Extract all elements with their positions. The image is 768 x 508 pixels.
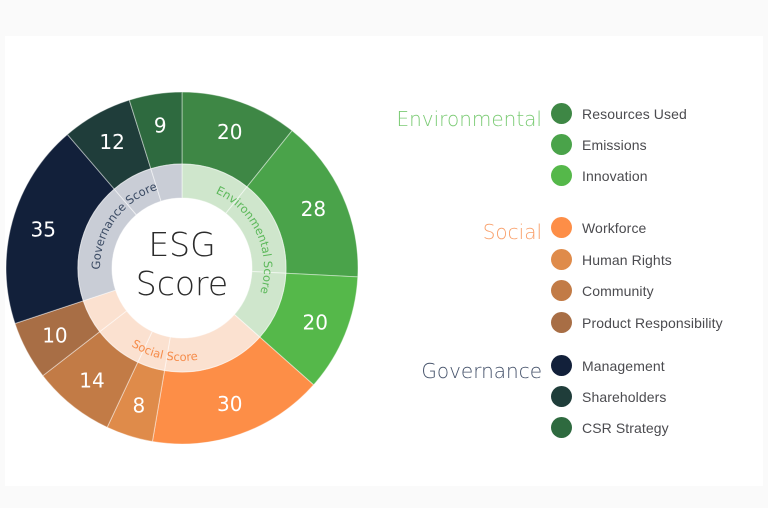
legend-label: Emissions bbox=[582, 136, 647, 153]
legend-item-resources-used[interactable]: Resources Used bbox=[551, 103, 687, 124]
legend-item-shareholders[interactable]: Shareholders bbox=[551, 386, 666, 407]
legend-label: Resources Used bbox=[582, 105, 687, 122]
legend-dot-management bbox=[551, 355, 572, 376]
legend-label: Innovation bbox=[582, 167, 648, 184]
segment-value-label: 35 bbox=[30, 218, 55, 242]
segment-value-label: 14 bbox=[79, 368, 104, 392]
legend-label: Shareholders bbox=[582, 388, 667, 405]
legend-item-csr-strategy[interactable]: CSR Strategy bbox=[551, 417, 669, 438]
legend-item-human-rights[interactable]: Human Rights bbox=[551, 249, 672, 270]
legend-label: Community bbox=[582, 282, 654, 299]
center-title-line2: Score bbox=[136, 264, 228, 303]
segment-value-label: 8 bbox=[133, 393, 146, 417]
legend-dot-csr-strategy bbox=[551, 417, 572, 438]
segment-value-label: 28 bbox=[301, 197, 326, 221]
segment-value-label: 30 bbox=[217, 392, 242, 416]
legend-dot-innovation bbox=[551, 165, 572, 186]
segment-value-label: 9 bbox=[154, 114, 167, 138]
segment-value-label: 10 bbox=[42, 324, 67, 348]
center-title-line1: ESG bbox=[148, 225, 215, 264]
outer-ring: 20 28 20 30 8 14 10 35 12 9 bbox=[5, 91, 359, 445]
legend-label: Management bbox=[582, 357, 665, 374]
legend-dot-emissions bbox=[551, 134, 572, 155]
segment-value-label: 20 bbox=[217, 120, 242, 144]
legend-item-emissions[interactable]: Emissions bbox=[551, 134, 647, 155]
legend-item-management[interactable]: Management bbox=[551, 355, 665, 376]
legend-dot-resources-used bbox=[551, 103, 572, 124]
legend-label: Workforce bbox=[582, 219, 647, 236]
legend-label: Human Rights bbox=[582, 251, 672, 268]
legend-item-workforce[interactable]: Workforce bbox=[551, 217, 646, 238]
legend-dot-product-responsibility bbox=[551, 312, 572, 333]
legend-item-product-responsibility[interactable]: Product Responsibility bbox=[551, 312, 723, 333]
legend-dot-human-rights bbox=[551, 249, 572, 270]
legend-label: CSR Strategy bbox=[582, 419, 669, 436]
legend-dot-shareholders bbox=[551, 386, 572, 407]
legend-item-innovation[interactable]: Innovation bbox=[551, 165, 648, 186]
legend-dot-workforce bbox=[551, 217, 572, 238]
center-circle bbox=[112, 198, 252, 338]
legend-item-community[interactable]: Community bbox=[551, 280, 654, 301]
legend-label: Product Responsibility bbox=[582, 314, 723, 331]
segment-value-label: 20 bbox=[303, 311, 328, 335]
legend-dot-community bbox=[551, 280, 572, 301]
segment-value-label: 12 bbox=[99, 130, 124, 154]
